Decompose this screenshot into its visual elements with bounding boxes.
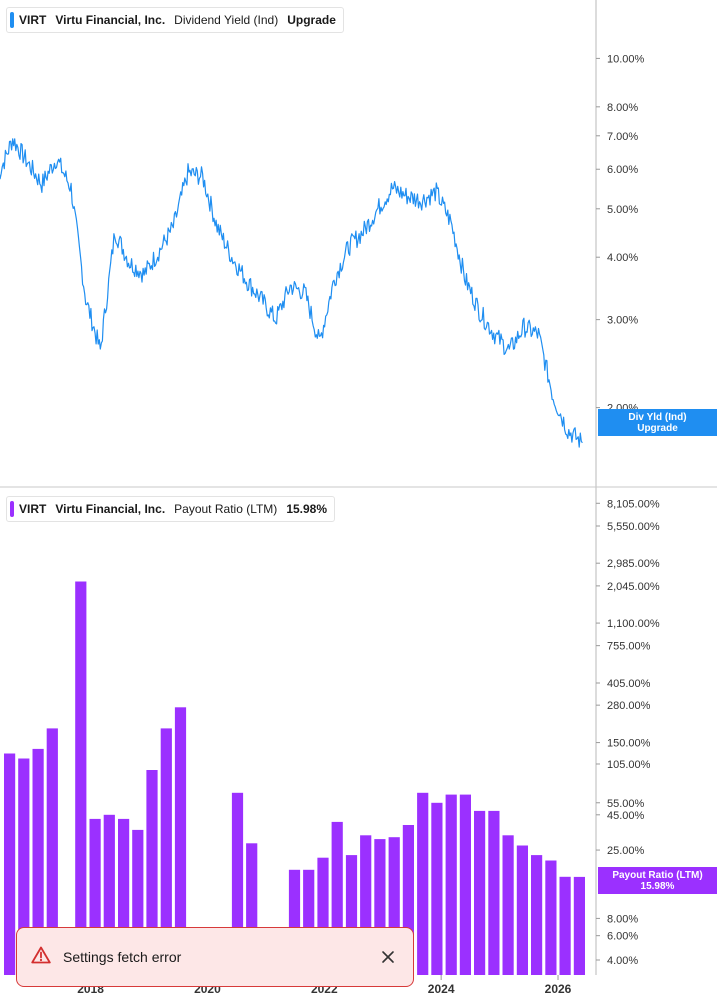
y-tick-label: 5.00% xyxy=(607,204,638,216)
payout-ratio-bar xyxy=(18,758,30,975)
payout-ratio-bar xyxy=(488,810,500,975)
payout-ratio-bar xyxy=(132,829,144,975)
legend-ticker: VIRT xyxy=(19,502,47,516)
y-tick-label: 8.00% xyxy=(607,913,638,925)
y-tick-label: 25.00% xyxy=(607,845,645,857)
payout-ratio-bar xyxy=(146,770,158,975)
legend-metric: Dividend Yield (Ind) xyxy=(174,13,279,27)
legend-payout-ratio[interactable]: VIRT Virtu Financial, Inc. Payout Ratio … xyxy=(6,496,336,522)
payout-ratio-bar xyxy=(231,792,244,975)
last-value-tag-dividend-yield[interactable]: Div Yld (Ind) Upgrade xyxy=(598,409,717,436)
payout-ratio-bar xyxy=(103,814,115,975)
payout-ratio-bar xyxy=(246,843,258,975)
error-toast: Settings fetch error xyxy=(16,927,414,987)
payout-ratio-bar xyxy=(402,825,414,975)
y-tick-label: 55.00% xyxy=(607,798,645,810)
x-tick-label: 2026 xyxy=(545,982,572,996)
y-tick-label: 8.00% xyxy=(607,102,638,114)
payout-ratio-bar xyxy=(374,839,386,975)
tag-value: 15.98% xyxy=(640,880,675,892)
payout-ratio-bar xyxy=(459,794,471,975)
tag-label: Div Yld (Ind) xyxy=(628,411,687,423)
y-tick-label: 3.00% xyxy=(607,315,638,327)
payout-ratio-bar xyxy=(431,802,443,975)
payout-ratio-bar xyxy=(559,876,571,975)
payout-ratio-bar xyxy=(531,855,543,975)
payout-ratio-bar xyxy=(32,748,44,975)
y-tick-label: 105.00% xyxy=(607,759,651,771)
y-tick-label: 8,105.00% xyxy=(607,498,660,510)
y-tick-label: 7.00% xyxy=(607,131,638,143)
payout-ratio-bar xyxy=(417,792,429,975)
payout-ratio-bar xyxy=(516,845,528,975)
dividend-yield-series-line xyxy=(0,138,583,448)
legend-metric: Payout Ratio (LTM) xyxy=(174,502,278,516)
payout-ratio-bar xyxy=(474,810,486,975)
tag-label: Payout Ratio (LTM) xyxy=(612,869,703,881)
payout-ratio-bar xyxy=(160,728,172,975)
y-tick-label: 150.00% xyxy=(607,738,651,750)
y-tick-label: 2,045.00% xyxy=(607,581,660,593)
legend-ticker: VIRT xyxy=(19,13,47,27)
payout-ratio-bar xyxy=(46,728,58,975)
legend-company: Virtu Financial, Inc. xyxy=(55,502,166,516)
payout-ratio-bar xyxy=(4,753,16,975)
payout-ratio-bar xyxy=(502,835,514,975)
tag-value: Upgrade xyxy=(637,422,678,434)
legend-swatch xyxy=(10,501,14,517)
y-tick-label: 6.00% xyxy=(607,164,638,176)
payout-ratio-bar xyxy=(360,835,372,975)
payout-ratio-bar xyxy=(388,837,400,975)
toast-message: Settings fetch error xyxy=(63,949,182,965)
payout-ratio-bar xyxy=(89,818,101,975)
payout-ratio-bar xyxy=(174,707,187,975)
y-tick-label: 4.00% xyxy=(607,252,638,264)
legend-company: Virtu Financial, Inc. xyxy=(55,13,166,27)
payout-ratio-bar xyxy=(75,581,87,975)
legend-swatch xyxy=(10,12,14,28)
y-tick-label: 4.00% xyxy=(607,955,638,967)
payout-ratio-bar xyxy=(288,869,301,975)
y-tick-label: 10.00% xyxy=(607,53,645,65)
y-tick-label: 405.00% xyxy=(607,678,651,690)
warning-icon xyxy=(31,946,51,969)
y-tick-label: 45.00% xyxy=(607,810,645,822)
legend-value: 15.98% xyxy=(286,502,328,516)
payout-ratio-bar xyxy=(303,869,315,975)
payout-ratio-bar xyxy=(573,876,585,975)
y-tick-label: 1,100.00% xyxy=(607,618,660,630)
payout-ratio-bar xyxy=(345,855,358,975)
x-tick-label: 2024 xyxy=(428,982,455,996)
payout-ratio-bar xyxy=(545,860,557,975)
y-tick-label: 280.00% xyxy=(607,700,651,712)
legend-dividend-yield[interactable]: VIRT Virtu Financial, Inc. Dividend Yiel… xyxy=(6,7,344,33)
y-tick-label: 5,550.00% xyxy=(607,521,660,533)
legend-upgrade-link[interactable]: Upgrade xyxy=(287,13,336,27)
y-tick-label: 755.00% xyxy=(607,641,651,653)
y-tick-label: 6.00% xyxy=(607,931,638,943)
payout-ratio-bar xyxy=(118,818,130,975)
payout-ratio-bar xyxy=(331,821,343,975)
last-value-tag-payout-ratio: Payout Ratio (LTM) 15.98% xyxy=(598,867,717,894)
y-tick-label: 2,985.00% xyxy=(607,558,660,570)
payout-ratio-bar xyxy=(445,794,457,975)
close-icon[interactable] xyxy=(377,946,399,968)
payout-ratio-bar xyxy=(317,857,329,975)
